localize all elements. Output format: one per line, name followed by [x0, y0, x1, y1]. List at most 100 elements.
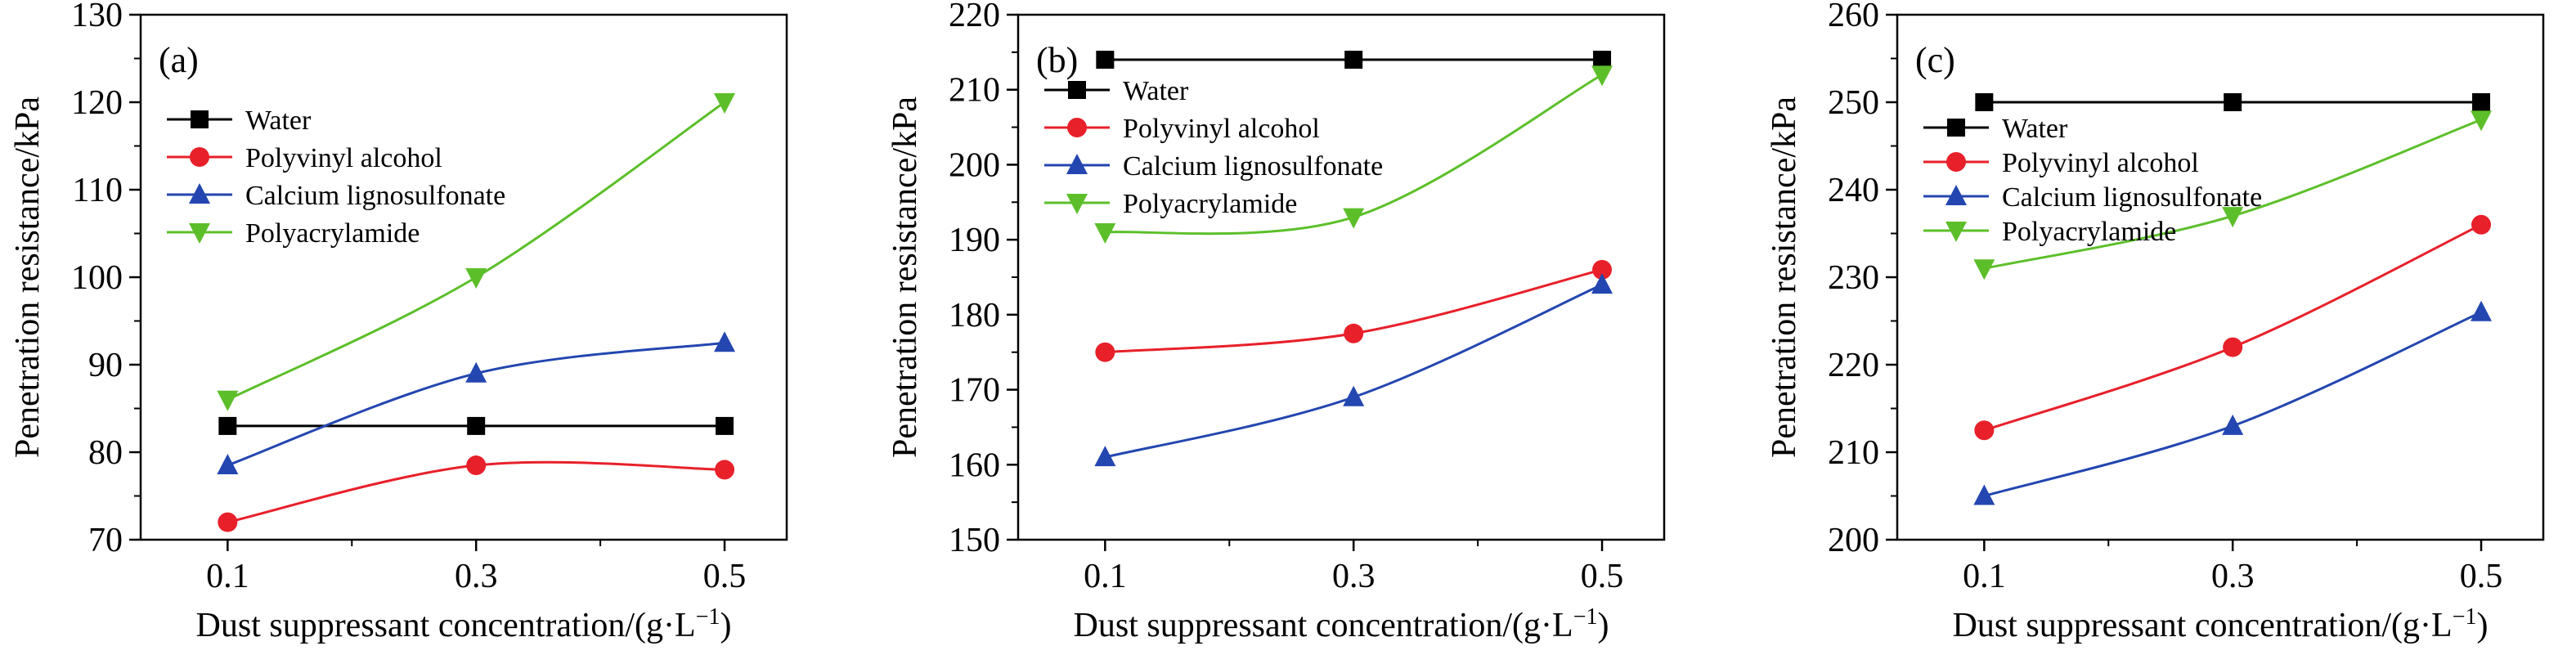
data-point	[218, 416, 237, 435]
legend-marker	[1067, 118, 1087, 137]
y-tick-label: 200	[949, 146, 1000, 184]
y-tick-label: 120	[71, 84, 123, 122]
legend-marker	[1945, 185, 1967, 205]
legend-marker	[189, 183, 210, 204]
data-point	[1974, 420, 1995, 441]
legend-label: Polyvinyl alcohol	[1123, 114, 1320, 144]
data-point	[2224, 93, 2242, 111]
legend-label: Polyvinyl alcohol	[245, 143, 442, 173]
series-polyvinyl-alcohol	[218, 455, 735, 532]
data-point	[2471, 300, 2493, 321]
data-point	[465, 361, 487, 383]
y-tick-label: 90	[88, 347, 123, 384]
series-water	[1096, 51, 1612, 70]
series-line	[1104, 283, 1603, 459]
data-point	[1973, 484, 1995, 505]
panel-label: (b)	[1036, 40, 1078, 80]
series-calcium-lignosulfonate	[1094, 273, 1613, 467]
data-point	[466, 455, 487, 476]
y-tick-label: 110	[73, 172, 123, 209]
legend: Water Polyvinyl alcohol Calcium lignosulfo…	[1044, 76, 1383, 219]
legend-label: Polyacrylamide	[1123, 189, 1297, 219]
data-point	[2472, 93, 2491, 111]
legend: Water Polyvinyl alcohol Calcium lignosulfo…	[167, 105, 505, 249]
chart-panel-1: 70 80 90 100 110 120 130 0.1 0.3 0.5 Dust suppress…	[9, 0, 788, 645]
plot-frame	[1896, 13, 2545, 541]
y-tick-label: 190	[949, 222, 1000, 259]
y-tick-label: 260	[1828, 0, 1879, 34]
data-point	[714, 93, 736, 114]
x-axis-title: Dust suppressant concentration/(g·L−1)	[196, 604, 732, 645]
data-point	[465, 268, 487, 289]
x-tick-label: 0.3	[455, 558, 498, 595]
data-point	[2222, 207, 2244, 228]
legend-marker	[1066, 154, 1088, 174]
legend-marker	[1068, 81, 1086, 99]
y-tick-label: 210	[1828, 434, 1879, 472]
panel-label: (c)	[1915, 40, 1955, 80]
x-tick-label: 0.1	[1963, 558, 2006, 595]
data-point	[1096, 51, 1115, 70]
legend-label: Calcium lignosulfonate	[1123, 151, 1383, 182]
data-point	[716, 416, 734, 435]
y-tick-label: 200	[1828, 522, 1879, 559]
legend-label: Polyacrylamide	[245, 218, 420, 249]
legend: Water Polyvinyl alcohol Calcium lignosulfo…	[1923, 114, 2262, 247]
y-tick-label: 80	[88, 434, 123, 472]
y-tick-label: 220	[949, 0, 1000, 34]
legend-label: Water	[1123, 76, 1189, 106]
series-line	[227, 341, 725, 467]
data-point	[1095, 342, 1115, 362]
x-tick-label: 0.3	[1332, 558, 1376, 595]
data-point	[1094, 446, 1116, 467]
x-axis-title: Dust suppressant concentration/(g·L−1)	[1074, 604, 1609, 645]
series-calcium-lignosulfonate	[217, 331, 736, 475]
y-tick-label: 100	[71, 259, 123, 297]
series-polyvinyl-alcohol	[1095, 259, 1613, 362]
data-point	[2223, 337, 2243, 357]
series-polyacrylamide	[1094, 65, 1613, 244]
data-point	[1973, 259, 1995, 280]
legend-label: Water	[2002, 114, 2068, 144]
y-tick-label: 210	[949, 72, 1000, 110]
series-water	[218, 416, 734, 435]
data-point	[715, 460, 735, 480]
legend-label: Polyvinyl alcohol	[2002, 148, 2199, 178]
series-calcium-lignosulfonate	[1973, 300, 2493, 505]
y-tick-label: 130	[71, 0, 123, 34]
legend-marker	[1945, 222, 1967, 242]
data-point	[2471, 214, 2492, 235]
x-tick-label: 0.3	[2211, 558, 2255, 595]
data-point	[217, 454, 239, 475]
data-point	[1344, 323, 1364, 343]
x-tick-label: 0.5	[1581, 558, 1624, 595]
legend-marker	[191, 110, 209, 128]
legend-marker	[1947, 119, 1965, 137]
y-tick-label: 70	[88, 522, 123, 559]
y-tick-label: 150	[949, 522, 1000, 559]
legend-marker	[1066, 194, 1088, 214]
y-tick-label: 230	[1828, 259, 1879, 297]
data-point	[1343, 385, 1365, 406]
data-point	[2471, 110, 2493, 132]
x-tick-label: 0.1	[206, 558, 249, 595]
data-point	[1591, 273, 1613, 294]
legend-label: Calcium lignosulfonate	[2002, 182, 2262, 213]
chart-panel-2: 150 160 170 180 190 200 210 220 0.1 0.3 0.5 Dust su…	[886, 0, 1666, 645]
y-tick-label: 220	[1828, 347, 1879, 384]
x-tick-label: 0.5	[703, 558, 747, 595]
data-point	[1094, 222, 1116, 244]
legend-label: Water	[245, 105, 312, 136]
legend-marker	[190, 147, 209, 167]
plot-frame	[1016, 13, 1666, 541]
data-point	[1591, 65, 1613, 87]
y-tick-label: 180	[949, 297, 1000, 334]
legend-label: Polyacrylamide	[2002, 217, 2176, 247]
data-point	[1344, 51, 1363, 70]
x-axis-title: Dust suppressant concentration/(g·L−1)	[1953, 604, 2488, 645]
y-tick-label: 170	[949, 372, 1000, 410]
chart-panel-3: 200 210 220 230 240 250 260 0.1 0.3 0.5 Dust suppr…	[1766, 0, 2545, 645]
y-axis-title: Penetration resistance/kPa	[1766, 96, 1803, 458]
series-polyacrylamide	[217, 93, 736, 411]
